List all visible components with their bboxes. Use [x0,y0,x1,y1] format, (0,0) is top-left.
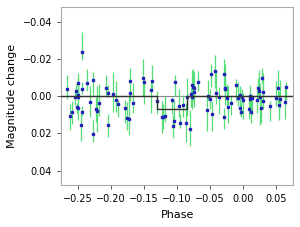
Y-axis label: Magnitude change: Magnitude change [7,44,17,148]
X-axis label: Phase: Phase [160,210,194,220]
